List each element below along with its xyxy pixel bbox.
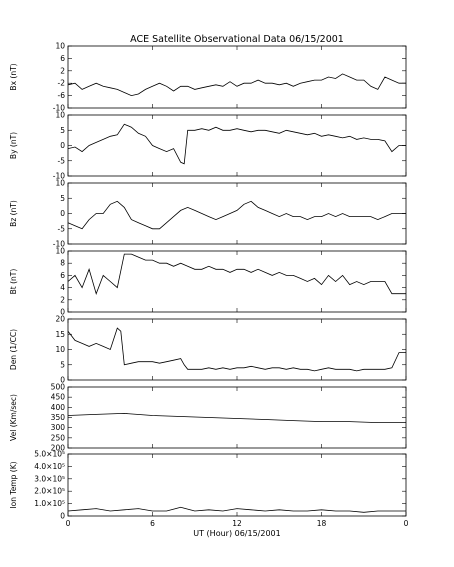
y-tick-label-vel: 300 [51, 423, 66, 432]
y-axis-label-bx: Bx (nT) [9, 63, 18, 90]
y-tick-label-vel: 250 [51, 433, 66, 442]
x-axis-label: UT (Hour) 06/15/2001 [193, 529, 280, 538]
y-tick-label-bz: -5 [58, 224, 66, 233]
y-tick-label-by: 10 [55, 111, 65, 120]
y-tick-label-bx: -2 [58, 79, 66, 88]
y-tick-label-bt: 10 [55, 247, 65, 256]
x-tick-label: 0 [404, 519, 409, 528]
y-tick-label-temp: 0 [60, 512, 65, 521]
y-tick-label-bz: 5 [60, 194, 65, 203]
series-line-den [67, 327, 406, 372]
series-line-by [67, 123, 406, 165]
y-tick-label-temp: 1.0×10⁵ [34, 499, 65, 508]
series-line-bt [67, 253, 406, 295]
panel-frame-bz [67, 182, 407, 245]
y-tick-label-temp: 2.0×10⁵ [34, 487, 65, 496]
y-axis-label-by: By (nT) [9, 132, 18, 159]
x-tick-label: 12 [232, 519, 242, 528]
y-tick-label-bz: 0 [60, 209, 65, 218]
series-line-temp [67, 506, 406, 513]
y-axis-label-bz: Bz (nT) [9, 200, 18, 227]
y-tick-label-bx: -6 [58, 91, 66, 100]
panels: 10 6 2 -2 -6 -10 Bx (nT) 10 5 0 -5 -10 By (nT) 10 5 0 -5… [9, 42, 409, 529]
y-tick-label-vel: 350 [51, 413, 66, 422]
y-tick-label-vel: 450 [51, 393, 66, 402]
y-tick-label-den: 0 [60, 376, 65, 385]
y-tick-label-bt: 8 [60, 259, 65, 268]
series-line-vel [67, 412, 406, 424]
y-tick-label-temp: 3.0×10⁵ [34, 474, 65, 483]
y-tick-label-by: -10 [53, 172, 65, 181]
y-tick-label-vel: 400 [51, 403, 66, 412]
x-tick-label: 6 [150, 519, 155, 528]
y-tick-label-bt: 6 [60, 271, 65, 280]
y-axis-label-den: Den (1/CC) [9, 329, 18, 370]
y-tick-label-bt: 2 [60, 295, 65, 304]
y-tick-label-bt: 0 [60, 308, 65, 317]
y-tick-label-bt: 4 [60, 283, 65, 292]
x-tick-label: 0 [66, 519, 71, 528]
panel-frame-vel [67, 386, 407, 449]
y-axis-label-bt: Bt (nT) [9, 269, 18, 295]
y-tick-label-bz: 10 [55, 179, 65, 188]
y-axis-label-vel: Vel (Km/sec) [9, 394, 18, 441]
y-tick-label-bx: 6 [60, 54, 65, 63]
y-tick-label-temp: 5.0×10⁵ [34, 450, 65, 459]
x-tick-label: 18 [317, 519, 327, 528]
y-tick-label-den: 20 [55, 315, 65, 324]
panel-frame-temp [67, 453, 407, 517]
y-axis-label-temp: Ion Temp (K) [9, 461, 18, 508]
panel-frame-bx [67, 45, 407, 109]
series-line-bz [67, 200, 406, 230]
series-line-bx [67, 73, 406, 97]
y-tick-label-temp: 4.0×10⁵ [34, 462, 65, 471]
y-tick-label-by: 5 [60, 126, 65, 135]
y-tick-label-bx: 10 [55, 42, 65, 51]
y-tick-label-vel: 200 [51, 444, 66, 453]
y-tick-label-den: 5 [60, 360, 65, 369]
y-tick-label-bx: -10 [53, 104, 65, 113]
y-tick-label-bx: 2 [60, 66, 65, 75]
y-tick-label-den: 15 [55, 330, 65, 339]
panel-frame-by [67, 114, 407, 177]
chart-title: ACE Satellite Observational Data 06/15/2… [130, 34, 344, 45]
y-tick-label-den: 10 [55, 345, 65, 354]
y-tick-label-bz: -10 [53, 240, 65, 249]
y-tick-label-vel: 500 [51, 383, 66, 392]
y-tick-label-by: 0 [60, 141, 65, 150]
y-tick-label-by: -5 [58, 156, 66, 165]
